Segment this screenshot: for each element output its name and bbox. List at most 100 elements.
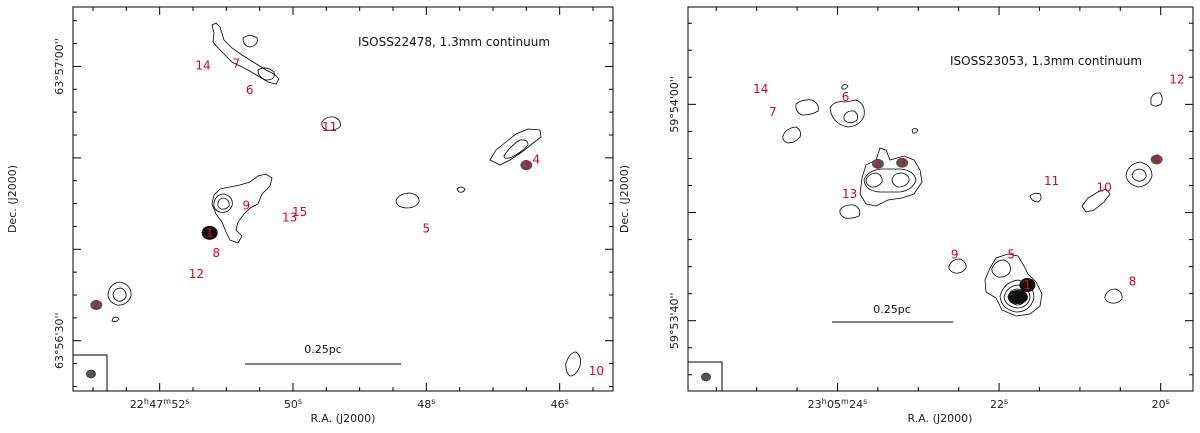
source-label-3: 3 [898, 156, 906, 170]
contour-source-1-ring-1 [999, 279, 1035, 313]
y-tick-label: 63°56'30'' [53, 312, 66, 369]
y-tick-label: 59°53'40'' [668, 292, 681, 349]
contour-source-14 [795, 99, 819, 116]
source-label-12: 12 [1169, 72, 1184, 86]
source-label-2: 2 [93, 298, 101, 312]
y-axis-ticks: 59°54'00'' 59°53'40'' [668, 22, 1193, 376]
contour-source-2-inner [865, 172, 883, 188]
contour-source-1-ring-2 [1003, 284, 1031, 309]
contour-source-6-inner [843, 110, 858, 124]
source-label-7: 7 [769, 105, 777, 119]
contour-filament-6-7-14 [211, 22, 280, 85]
source-label-13: 13 [282, 210, 297, 224]
contour-blob-458 [456, 186, 466, 193]
contour-source-1-inner [213, 193, 233, 213]
scale-bar-label: 0.25pc [873, 303, 911, 316]
contour-blob-846 [841, 84, 849, 90]
panel-title: ISOSS23053, 1.3mm continuum [950, 54, 1142, 68]
y-tick-label: 63°57'00'' [53, 38, 66, 95]
source-peak [1150, 154, 1163, 165]
scale-bar-label: 0.25pc [304, 343, 342, 356]
source-peak [201, 225, 218, 240]
contour-source-8 [1104, 288, 1123, 304]
contour-source-1-extended [211, 173, 273, 244]
x-tick-label: 20s [1152, 397, 1170, 411]
source-label-13: 13 [842, 187, 857, 201]
x-tick-label: 22h 47m 52s [130, 397, 190, 411]
contour-source-5 [395, 192, 420, 209]
source-peak [90, 300, 103, 311]
source-label-4: 4 [1153, 153, 1161, 167]
source-label-1: 1 [206, 226, 214, 240]
beam-indicator [687, 361, 723, 392]
contour-source-7 [242, 35, 258, 48]
source-peak [871, 158, 884, 169]
source-label-14: 14 [753, 82, 768, 96]
source-label-3: 3 [523, 158, 531, 172]
contour-source-5-inner [991, 259, 1011, 278]
source-label-11: 11 [322, 120, 337, 134]
contour-source-4-inner [1131, 168, 1147, 182]
contour-source-9 [948, 258, 967, 274]
contour-source-6 [829, 99, 865, 128]
source-label-12: 12 [189, 267, 204, 281]
x-tick-label: 22s [990, 397, 1008, 411]
contour-source-13 [839, 204, 861, 219]
contour-source-1-5 [984, 253, 1043, 317]
source-label-2: 2 [874, 157, 882, 171]
contour-layer [782, 84, 1163, 317]
x-tick-label: 50s [284, 397, 302, 411]
contour-source-2-stub [111, 316, 120, 323]
contour-source-2-3-mid [863, 168, 917, 193]
source-peak [896, 157, 909, 168]
source-label-10: 10 [589, 364, 604, 378]
x-axis-label: R.A. (J2000) [311, 412, 376, 425]
contour-source-3-inner [891, 172, 910, 188]
scale-bar: 0.25pc [832, 303, 953, 323]
contour-blob-916 [911, 128, 919, 134]
y-axis-label: Dec. (J2000) [6, 165, 19, 233]
contour-source-2 [107, 281, 132, 306]
contour-source-1-core [217, 197, 230, 210]
x-axis-label: R.A. (J2000) [908, 412, 973, 425]
source-label-15: 15 [292, 205, 307, 219]
contour-source-2-inner [112, 287, 127, 302]
contour-source-10 [1081, 188, 1111, 213]
contour-source-2-3 [859, 147, 923, 207]
contour-source-1-core [1008, 290, 1028, 304]
source-label-1: 1 [1024, 278, 1032, 292]
source-label-10: 10 [1096, 181, 1111, 195]
plot-frame [687, 6, 1194, 392]
contour-source-7 [782, 126, 801, 144]
source-label-6: 6 [246, 83, 254, 97]
contour-source-6 [257, 67, 275, 81]
contour-source-11 [321, 116, 341, 131]
plot-frame [72, 6, 614, 392]
source-label-9: 9 [243, 198, 251, 212]
source-label-4: 4 [533, 153, 541, 167]
x-tick-label: 48s [417, 397, 435, 411]
source-peak [1019, 277, 1036, 292]
source-label-5: 5 [1007, 248, 1015, 262]
x-axis-ticks: 23h 05m 24s 22s 20s [715, 7, 1170, 411]
contour-source-11 [1029, 192, 1042, 203]
contour-source-10 [565, 351, 581, 377]
x-axis-ticks: 22h 47m 52s 50s 48s 46s [92, 7, 594, 411]
y-tick-label: 59°54'00'' [668, 76, 681, 133]
contour-source-4 [1125, 161, 1153, 188]
source-label-7: 7 [233, 57, 241, 71]
x-tick-label: 46s [551, 397, 569, 411]
scale-bar: 0.25pc [245, 343, 401, 365]
panel-title: ISOSS22478, 1.3mm continuum [358, 35, 550, 49]
contour-source-3-4-inner [503, 139, 529, 159]
source-label-8: 8 [213, 246, 221, 260]
y-axis-ticks: 63°57'00'' 63°56'30'' [53, 20, 613, 387]
source-peak [520, 160, 533, 171]
contour-layer [107, 22, 581, 377]
y-axis-label: Dec. (J2000) [618, 165, 631, 233]
source-label-11: 11 [1044, 174, 1059, 188]
